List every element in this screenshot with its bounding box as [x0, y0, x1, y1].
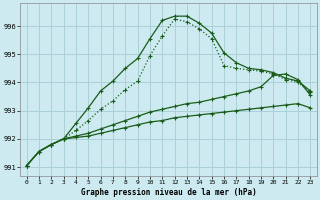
X-axis label: Graphe pression niveau de la mer (hPa): Graphe pression niveau de la mer (hPa)	[81, 188, 256, 197]
